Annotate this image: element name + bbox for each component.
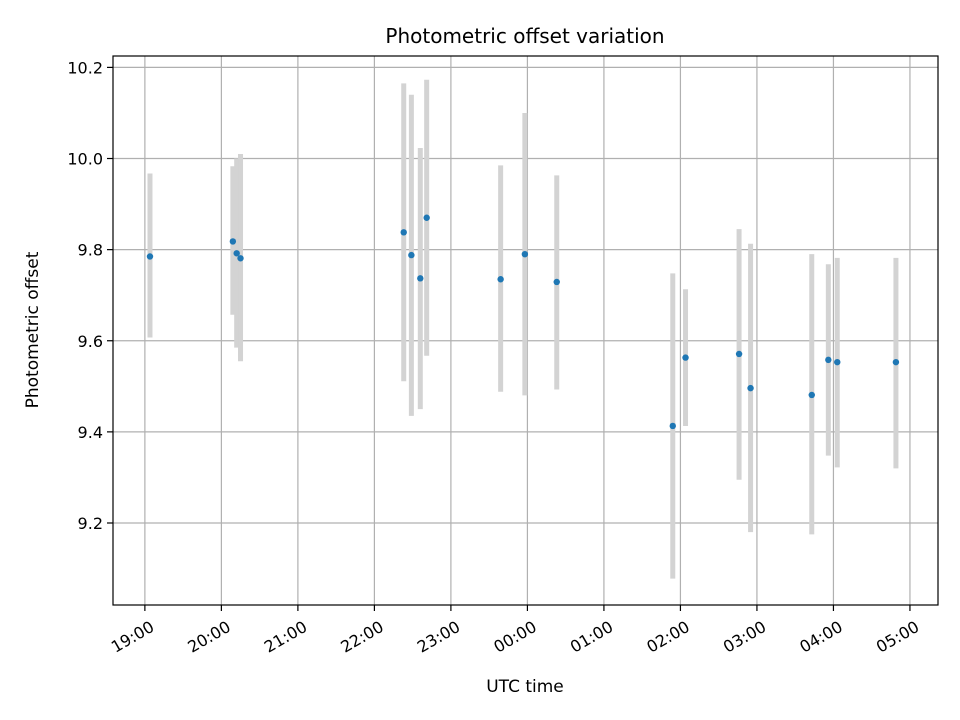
x-tick-label: 21:00 [261,617,310,657]
y-tick-label: 10.0 [67,150,103,169]
y-axis-ticks: 9.2 9.4 9.6 9.8 10.0 10.2 [67,58,113,533]
data-points [146,214,900,430]
data-point [233,250,240,257]
x-tick-label: 03:00 [720,617,769,657]
y-tick-label: 9.8 [78,241,103,260]
plot-frame [112,55,939,606]
data-point [417,275,424,282]
x-tick-label: 05:00 [873,617,922,657]
x-tick-label: 20:00 [184,617,233,657]
y-axis-label: Photometric offset [23,251,43,408]
data-point [521,250,529,258]
x-axis-label: UTC time [486,677,564,697]
x-tick-label: 01:00 [567,617,616,657]
data-point [669,422,676,430]
data-point [747,384,754,392]
x-tick-label: 22:00 [337,617,386,657]
x-tick-label: 19:00 [108,617,157,657]
data-point [400,229,407,236]
x-tick-label: 02:00 [643,617,692,657]
x-axis-ticks: 19:00 20:00 21:00 22:00 23:00 00:00 01:00 02:00… [108,605,922,657]
data-point [735,350,743,358]
errorbars [147,79,899,579]
y-tick-label: 9.6 [78,332,103,351]
y-tick-label: 9.2 [78,514,103,533]
chart-title: Photometric offset variation [385,24,664,48]
data-point [553,278,560,286]
data-point [237,255,244,262]
data-point [825,356,832,364]
x-tick-label: 00:00 [490,617,539,657]
data-point [408,251,415,259]
y-tick-label: 10.2 [67,58,103,77]
data-point [808,391,815,399]
y-tick-label: 9.4 [78,423,103,442]
data-point [892,358,900,366]
data-point [423,214,430,221]
x-tick-label: 04:00 [796,617,845,657]
data-point [834,358,841,366]
data-point [497,276,504,283]
data-point [229,238,237,245]
data-point [682,354,689,361]
data-point [146,253,154,260]
x-tick-label: 23:00 [414,617,463,657]
